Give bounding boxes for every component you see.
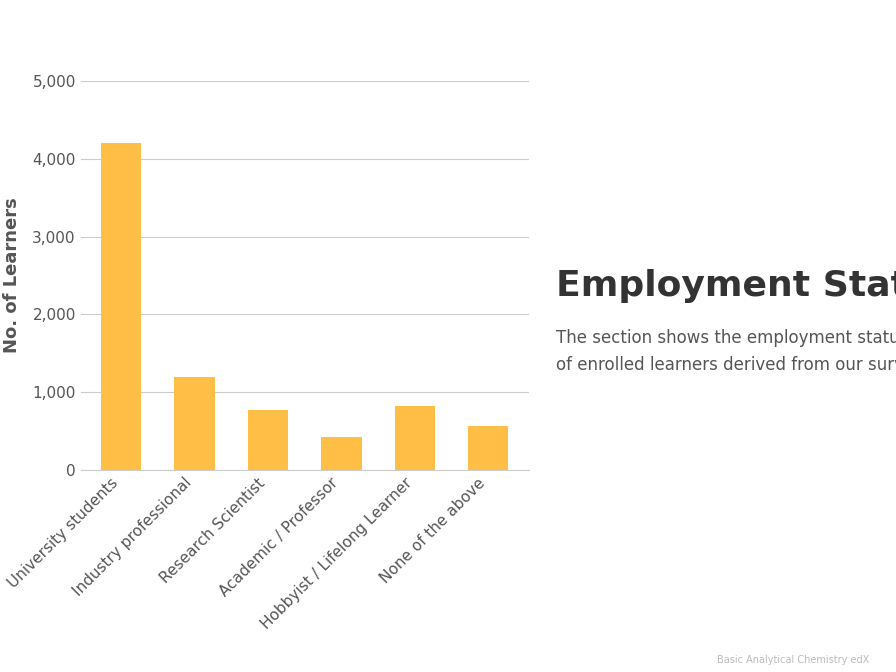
Bar [101, 143, 142, 470]
Bar [468, 425, 508, 470]
Text: The section shows the employment status
of enrolled learners derived from our su: The section shows the employment status … [556, 329, 896, 374]
Text: Employment Status: Employment Status [556, 269, 896, 303]
Y-axis label: No. of Learners: No. of Learners [4, 198, 22, 353]
Bar [394, 406, 435, 470]
Text: Basic Analytical Chemistry edX: Basic Analytical Chemistry edX [717, 655, 869, 665]
Bar [175, 377, 215, 470]
Bar [321, 437, 361, 470]
Bar [248, 410, 289, 470]
